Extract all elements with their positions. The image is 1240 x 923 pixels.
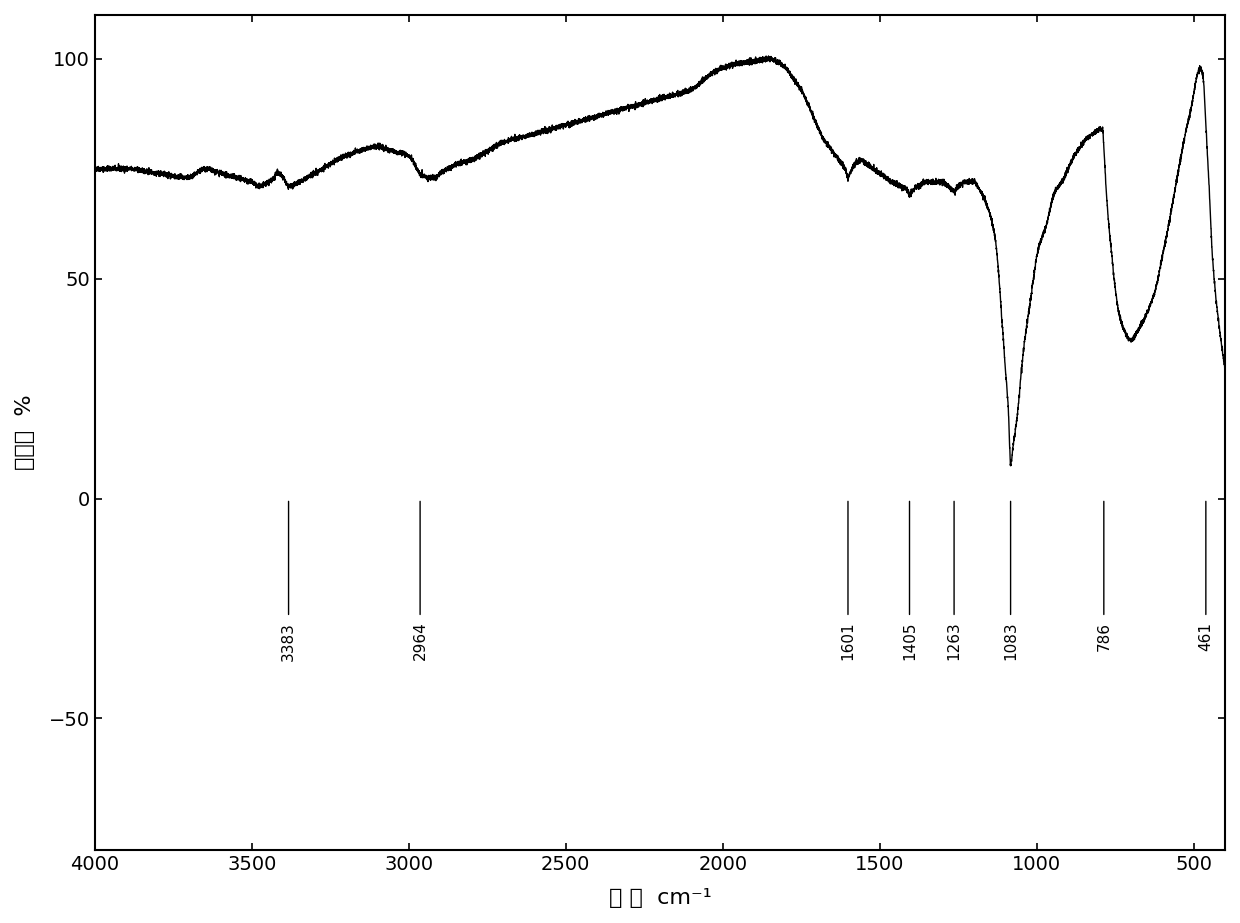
Y-axis label: 透过率  %: 透过率 %: [15, 395, 35, 471]
Text: 2964: 2964: [413, 622, 428, 660]
Text: 1601: 1601: [841, 622, 856, 660]
Text: 3383: 3383: [281, 622, 296, 661]
X-axis label: 波 数  cm⁻¹: 波 数 cm⁻¹: [609, 888, 712, 908]
Text: 1405: 1405: [901, 622, 918, 660]
Text: 461: 461: [1198, 622, 1214, 651]
Text: 786: 786: [1096, 622, 1111, 651]
Text: 1083: 1083: [1003, 622, 1018, 660]
Text: 1263: 1263: [946, 622, 961, 660]
